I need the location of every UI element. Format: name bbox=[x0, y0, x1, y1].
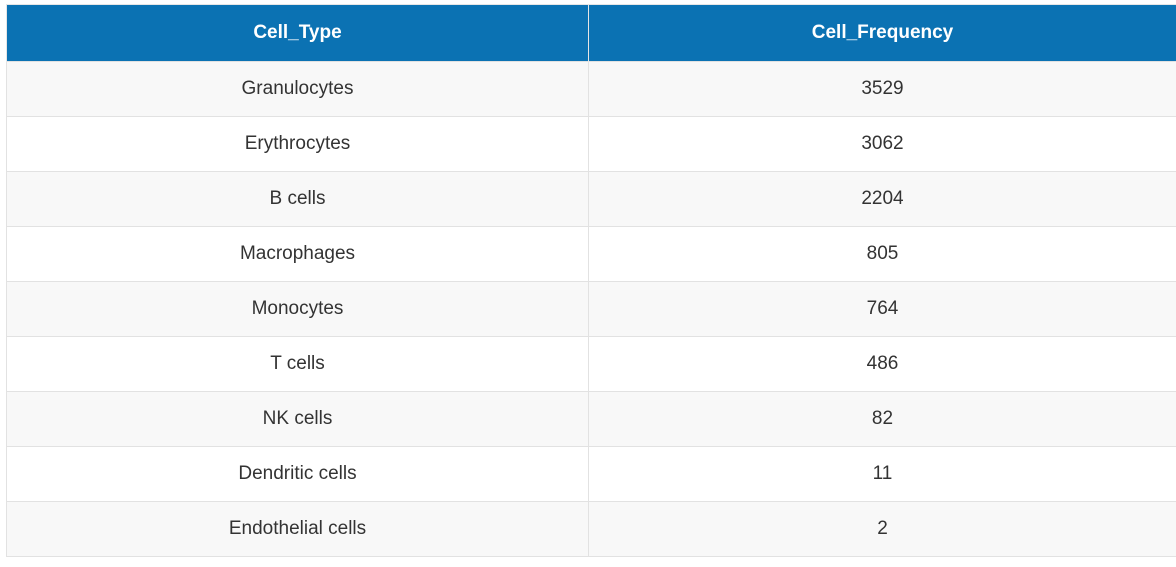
cell-frequency-value: 764 bbox=[588, 281, 1176, 337]
table-body: Granulocytes 3529 Erythrocytes 3062 B ce… bbox=[6, 61, 1176, 557]
table-row: Endothelial cells 2 bbox=[6, 501, 1176, 557]
table-row: Macrophages 805 bbox=[6, 226, 1176, 282]
table-row: Erythrocytes 3062 bbox=[6, 116, 1176, 172]
cell-frequency-value: 3529 bbox=[588, 61, 1176, 117]
cell-type-value: NK cells bbox=[6, 391, 589, 447]
cell-type-value: Granulocytes bbox=[6, 61, 589, 117]
cell-frequency-value: 805 bbox=[588, 226, 1176, 282]
cell-frequency-value: 2 bbox=[588, 501, 1176, 557]
cell-type-value: T cells bbox=[6, 336, 589, 392]
table-row: Granulocytes 3529 bbox=[6, 61, 1176, 117]
table-row: Monocytes 764 bbox=[6, 281, 1176, 337]
cell-type-value: Monocytes bbox=[6, 281, 589, 337]
column-header-cell-frequency[interactable]: Cell_Frequency bbox=[588, 4, 1176, 62]
cell-type-value: Dendritic cells bbox=[6, 446, 589, 502]
column-header-cell-type[interactable]: Cell_Type bbox=[6, 4, 589, 62]
cell-type-value: Endothelial cells bbox=[6, 501, 589, 557]
data-table-container: Cell_Type Cell_Frequency Granulocytes 35… bbox=[6, 4, 1176, 557]
cell-frequency-value: 2204 bbox=[588, 171, 1176, 227]
cell-type-value: B cells bbox=[6, 171, 589, 227]
cell-frequency-value: 486 bbox=[588, 336, 1176, 392]
table-row: T cells 486 bbox=[6, 336, 1176, 392]
table-header: Cell_Type Cell_Frequency bbox=[6, 4, 1176, 62]
cell-type-value: Erythrocytes bbox=[6, 116, 589, 172]
table-row: B cells 2204 bbox=[6, 171, 1176, 227]
cell-frequency-value: 11 bbox=[588, 446, 1176, 502]
table-row: NK cells 82 bbox=[6, 391, 1176, 447]
header-row: Cell_Type Cell_Frequency bbox=[6, 4, 1176, 62]
table-row: Dendritic cells 11 bbox=[6, 446, 1176, 502]
cell-frequency-value: 82 bbox=[588, 391, 1176, 447]
cell-frequency-value: 3062 bbox=[588, 116, 1176, 172]
cell-type-value: Macrophages bbox=[6, 226, 589, 282]
cell-frequency-table: Cell_Type Cell_Frequency Granulocytes 35… bbox=[6, 4, 1176, 557]
